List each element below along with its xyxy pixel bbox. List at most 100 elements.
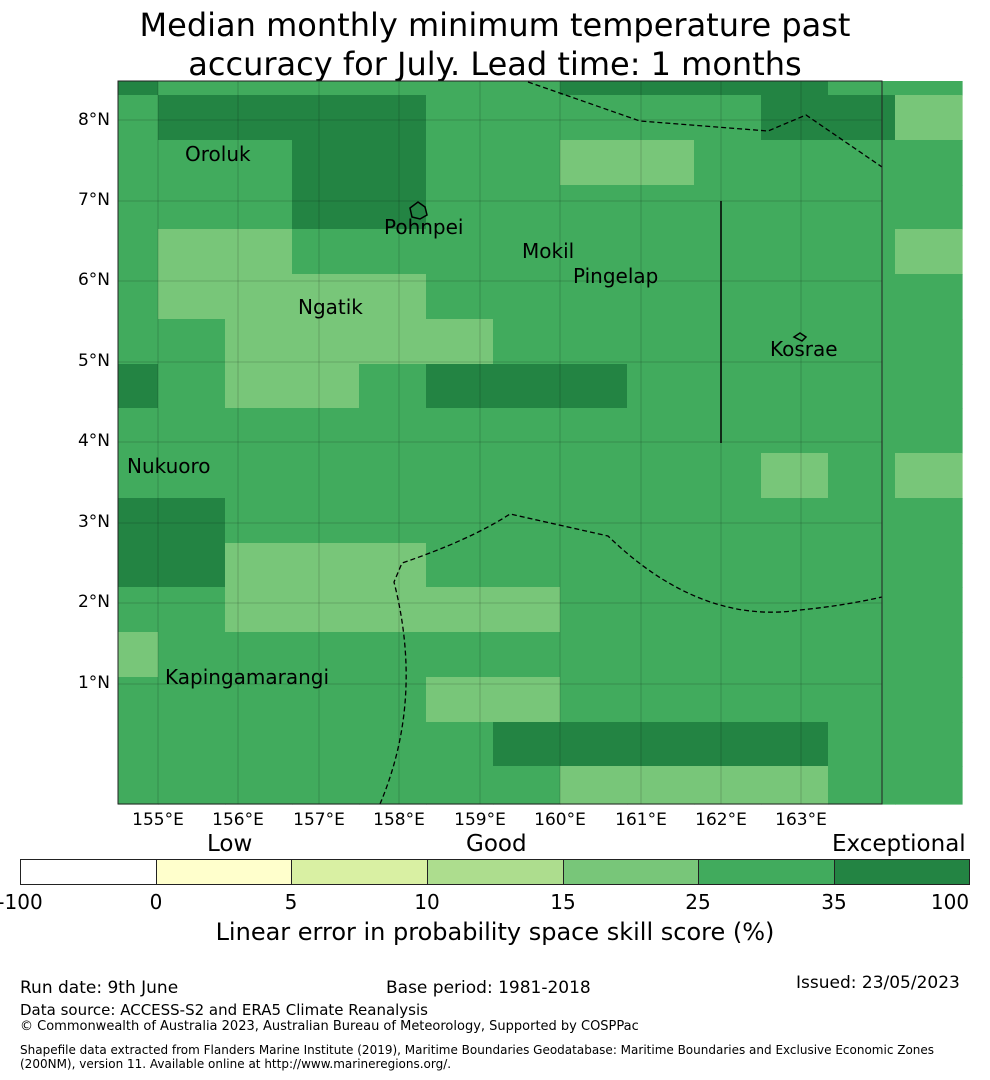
skill-cell bbox=[828, 722, 896, 767]
skill-cell bbox=[828, 766, 896, 805]
skill-cell bbox=[895, 587, 963, 633]
skill-cell bbox=[426, 408, 494, 454]
skill-cell bbox=[493, 140, 561, 186]
skill-cell bbox=[560, 543, 628, 588]
skill-cell bbox=[118, 498, 159, 544]
skill-cell bbox=[761, 408, 829, 454]
colorbar-segment-3 bbox=[291, 859, 428, 885]
skill-cell bbox=[895, 95, 963, 141]
skill-cell bbox=[694, 408, 762, 454]
skill-cell bbox=[828, 185, 896, 230]
skill-cell bbox=[225, 408, 293, 454]
skill-cell bbox=[493, 587, 561, 633]
skill-cell bbox=[627, 81, 695, 96]
skill-cell bbox=[118, 95, 159, 141]
skill-cell bbox=[158, 632, 226, 678]
skill-cell bbox=[493, 408, 561, 454]
skill-cell bbox=[560, 364, 628, 409]
skill-cell bbox=[627, 543, 695, 588]
skill-cell bbox=[895, 229, 963, 275]
skill-cell bbox=[493, 81, 561, 96]
skill-cell bbox=[694, 722, 762, 767]
skill-cell bbox=[493, 498, 561, 544]
place-label-pingelap: Pingelap bbox=[573, 264, 659, 288]
skill-cell bbox=[560, 229, 628, 275]
skill-cell bbox=[493, 543, 561, 588]
data-source: Data source: ACCESS-S2 and ERA5 Climate … bbox=[20, 1001, 428, 1019]
skill-cell bbox=[292, 587, 360, 633]
skill-cell bbox=[359, 81, 427, 96]
lat-label-1n: 1°N bbox=[77, 673, 110, 693]
skill-cell bbox=[895, 408, 963, 454]
skill-cell bbox=[560, 319, 628, 365]
colorbar-segment-1 bbox=[20, 859, 157, 885]
skill-cell bbox=[118, 632, 159, 678]
place-label-pohnpei: Pohnpei bbox=[384, 215, 464, 239]
skill-cell bbox=[292, 453, 360, 499]
place-label-kapingamarangi: Kapingamarangi bbox=[165, 665, 330, 689]
colorbar-tick-35: 35 bbox=[821, 890, 847, 914]
skill-cell bbox=[493, 95, 561, 141]
shapefile-credit-line2: (200NM), version 11. Available online at… bbox=[20, 1057, 452, 1071]
skill-cell bbox=[225, 81, 293, 96]
skill-cell bbox=[158, 677, 226, 723]
skill-cell bbox=[359, 140, 427, 186]
skill-cell bbox=[426, 587, 494, 633]
skill-cell bbox=[292, 95, 360, 141]
skill-cell bbox=[895, 632, 963, 678]
lat-label-4n: 4°N bbox=[77, 431, 110, 451]
skill-cell bbox=[225, 229, 293, 275]
skill-cell bbox=[895, 185, 963, 230]
colorbar-segment-6 bbox=[698, 859, 835, 885]
colorbar-label: Linear error in probability space skill … bbox=[215, 918, 775, 946]
skill-cell bbox=[493, 632, 561, 678]
skill-cell bbox=[694, 587, 762, 633]
run-date: Run date: 9th June bbox=[20, 978, 179, 998]
skill-cell bbox=[292, 766, 360, 805]
skill-cell bbox=[292, 319, 360, 365]
lat-label-3n: 3°N bbox=[77, 512, 110, 532]
skill-cell bbox=[828, 543, 896, 588]
skill-cell bbox=[225, 274, 293, 320]
skill-cell bbox=[493, 229, 561, 275]
skill-cell bbox=[560, 453, 628, 499]
skill-cell bbox=[694, 95, 762, 141]
skill-cell bbox=[292, 498, 360, 544]
skill-cell bbox=[493, 766, 561, 805]
skill-cell bbox=[426, 95, 494, 141]
colorbar-tick-5: 5 bbox=[284, 890, 298, 914]
map-frame bbox=[117, 80, 883, 805]
skill-cell bbox=[828, 364, 896, 409]
skill-cell bbox=[359, 364, 427, 409]
skill-cell bbox=[158, 185, 226, 230]
legend-category-good: Good bbox=[466, 831, 527, 857]
skill-cell bbox=[158, 229, 226, 275]
skill-cell bbox=[761, 722, 829, 767]
skill-cell bbox=[426, 364, 494, 409]
skill-cell bbox=[828, 81, 896, 96]
skill-cell bbox=[761, 81, 829, 96]
lon-label-162e: 162°E bbox=[695, 810, 747, 830]
skill-cell bbox=[828, 274, 896, 320]
skill-cell bbox=[627, 408, 695, 454]
pohnpei-island bbox=[409, 201, 428, 220]
skill-cell bbox=[225, 498, 293, 544]
skill-cell bbox=[359, 319, 427, 365]
skill-cell bbox=[158, 453, 226, 499]
skill-cell bbox=[828, 229, 896, 275]
colorbar-segment-7 bbox=[834, 859, 970, 885]
skill-cell bbox=[225, 319, 293, 365]
skill-cell bbox=[158, 543, 226, 588]
skill-cell bbox=[828, 587, 896, 633]
lon-label-155e: 155°E bbox=[132, 810, 184, 830]
place-label-nukuoro: Nukuoro bbox=[127, 454, 211, 478]
issued-date: Issued: 23/05/2023 bbox=[796, 973, 960, 993]
skill-cell bbox=[118, 587, 159, 633]
skill-cell bbox=[560, 81, 628, 96]
legend-category-exceptional: Exceptional bbox=[832, 831, 966, 857]
skill-cell bbox=[426, 140, 494, 186]
base-period: Base period: 1981-2018 bbox=[386, 978, 591, 998]
skill-cell bbox=[426, 229, 494, 275]
skill-grid bbox=[118, 81, 963, 805]
skill-cell bbox=[627, 498, 695, 544]
